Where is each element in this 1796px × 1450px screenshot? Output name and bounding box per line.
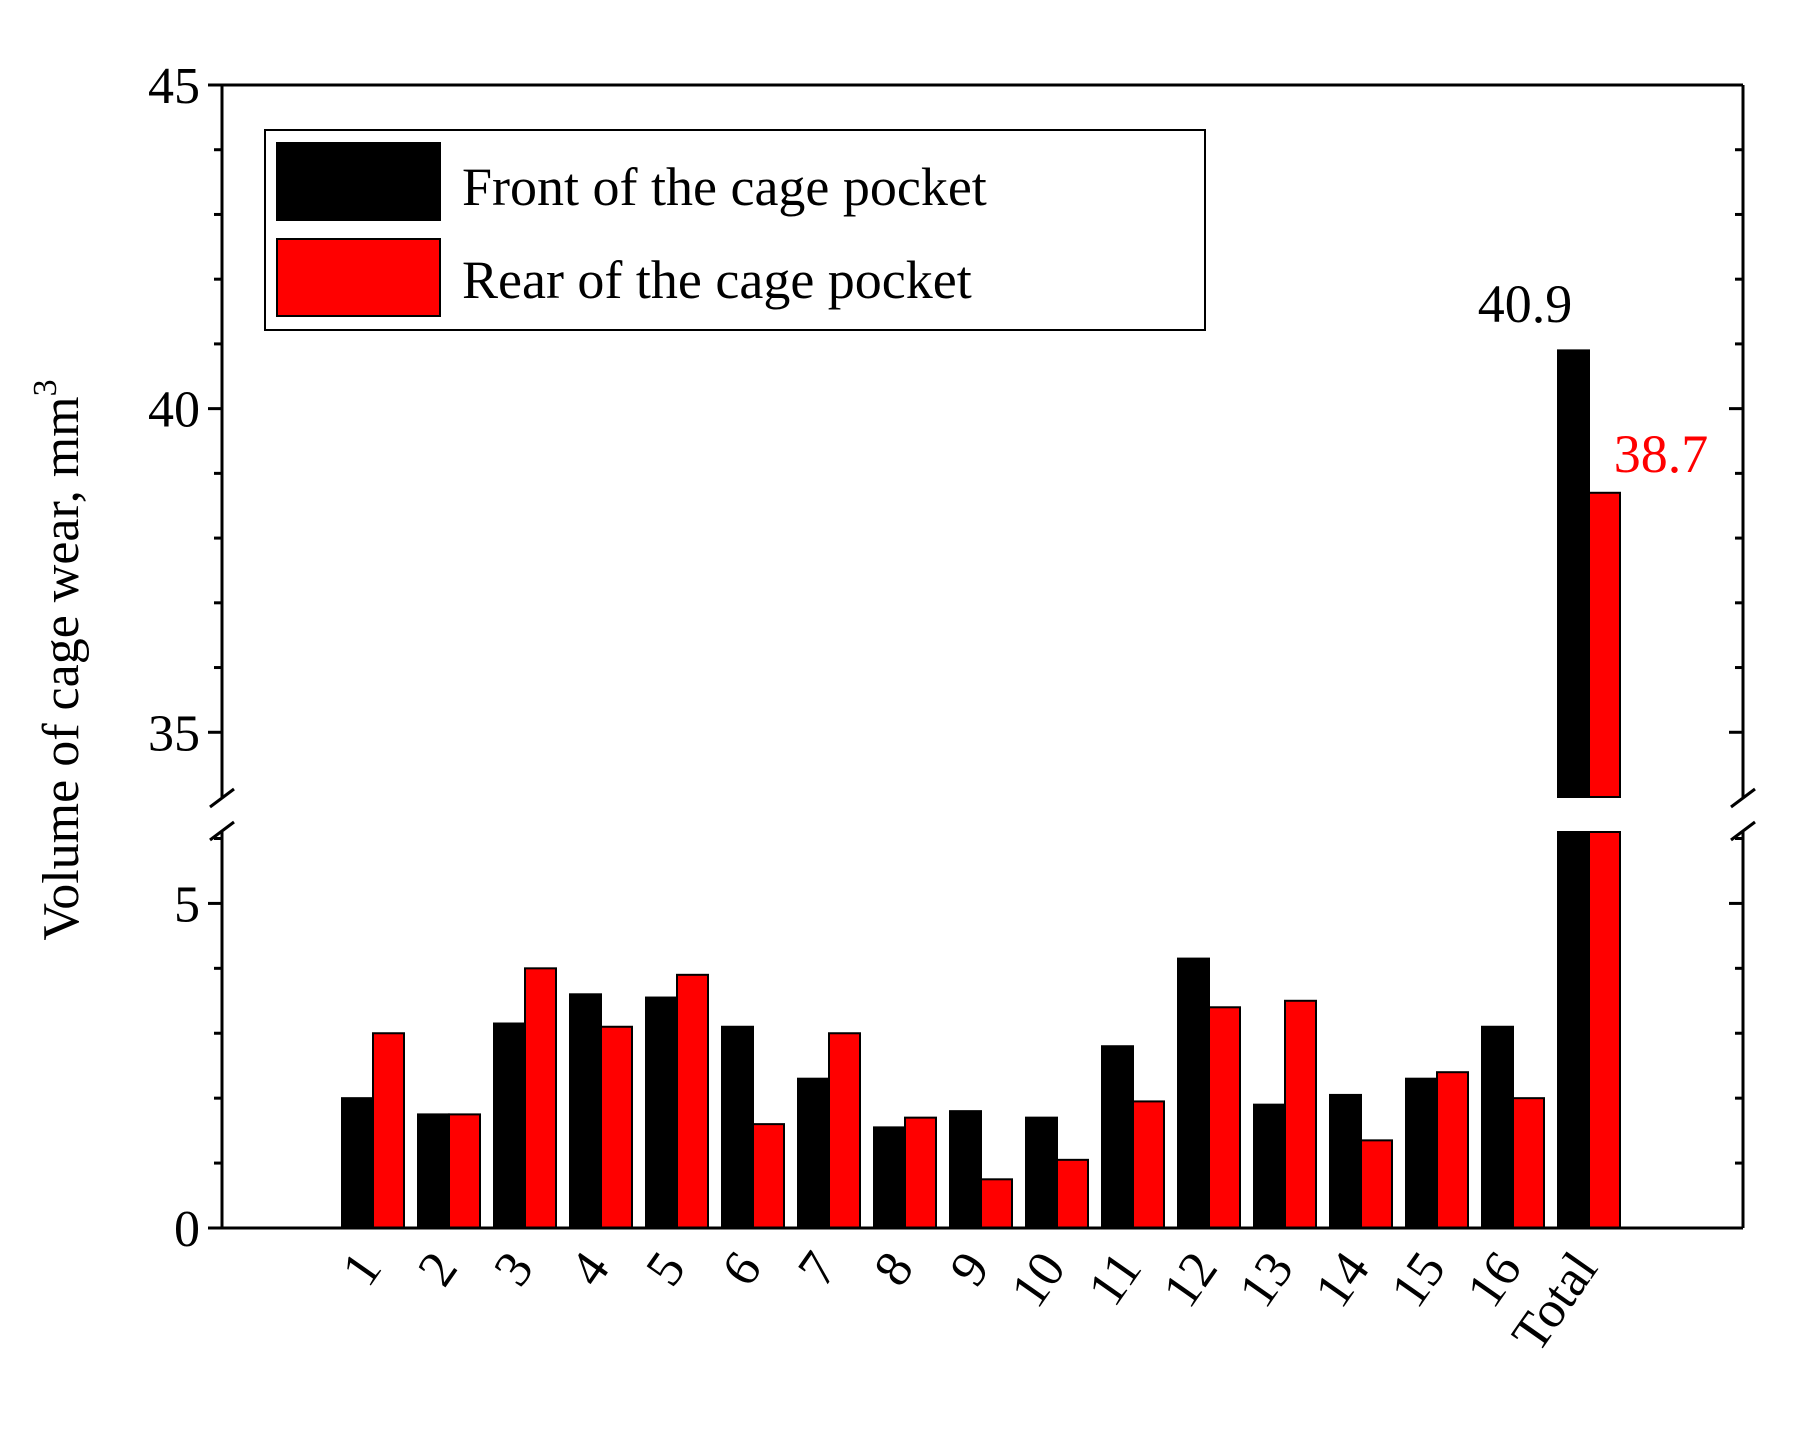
bar-rear-6 xyxy=(752,1123,785,1229)
annotation-rear-total: 38.7 xyxy=(1614,424,1709,484)
legend-label-front: Front of the cage pocket xyxy=(462,157,987,217)
x-tick-label-15: 15 xyxy=(1380,1242,1457,1317)
bar-front-5 xyxy=(645,996,678,1229)
annotation-front-total: 40.9 xyxy=(1478,274,1573,334)
x-tick-label-6: 6 xyxy=(711,1242,773,1296)
bar-rear-8 xyxy=(904,1116,937,1230)
y-axis-label: Volume of cage wear, mm3 xyxy=(27,379,90,940)
x-tick-label-12: 12 xyxy=(1152,1242,1229,1317)
x-tick-label-3: 3 xyxy=(483,1242,545,1296)
bar-front-11 xyxy=(1101,1045,1134,1229)
x-tick-label-total: Total xyxy=(1501,1242,1609,1362)
bar-rear-3 xyxy=(524,967,557,1229)
bar-front-3 xyxy=(493,1022,526,1229)
bar-front-8 xyxy=(873,1126,906,1230)
bar-rear-15 xyxy=(1436,1071,1469,1230)
y-axis-label-superscript: 3 xyxy=(27,379,64,396)
bar-rear-9 xyxy=(980,1178,1013,1230)
x-tick-label-10: 10 xyxy=(1000,1242,1077,1317)
axis-break-gap xyxy=(1554,803,1624,826)
break-mark-right-upper xyxy=(1730,787,1756,809)
x-tick-label-11: 11 xyxy=(1077,1242,1152,1316)
x-tick-label-2: 2 xyxy=(407,1242,469,1296)
bar-rear-4 xyxy=(600,1025,633,1230)
x-tick-label-8: 8 xyxy=(863,1242,925,1296)
bar-rear-12 xyxy=(1208,1006,1241,1229)
bar-front-13 xyxy=(1253,1103,1286,1230)
bar-rear-total-upper xyxy=(1588,491,1621,798)
bar-front-10 xyxy=(1025,1116,1058,1230)
bar-front-total-lower xyxy=(1557,831,1590,1229)
bar-front-15 xyxy=(1405,1077,1438,1229)
bar-rear-10 xyxy=(1056,1158,1089,1229)
bar-front-1 xyxy=(341,1097,374,1229)
legend-swatch-rear xyxy=(276,238,441,317)
bar-front-9 xyxy=(949,1110,982,1230)
bar-rear-16 xyxy=(1512,1097,1545,1229)
bar-front-2 xyxy=(417,1113,450,1229)
y-tick-label-35: 35 xyxy=(148,705,200,762)
bar-rear-11 xyxy=(1132,1100,1165,1229)
y-tick-label-0: 0 xyxy=(174,1201,200,1258)
x-tick-label-9: 9 xyxy=(939,1242,1001,1296)
bar-rear-7 xyxy=(828,1032,861,1229)
y-tick-label-45: 45 xyxy=(148,58,200,115)
bar-rear-13 xyxy=(1284,999,1317,1229)
bar-front-6 xyxy=(721,1025,754,1230)
break-mark-left-upper xyxy=(209,787,235,809)
bar-rear-total-lower xyxy=(1588,831,1621,1229)
bar-front-4 xyxy=(569,993,602,1230)
y-axis-label-text: Volume of cage wear, mm xyxy=(33,396,90,940)
legend: Front of the cage pocket Rear of the cag… xyxy=(264,129,1206,331)
x-tick-label-14: 14 xyxy=(1304,1242,1381,1317)
x-tick-label-4: 4 xyxy=(559,1242,621,1296)
bar-rear-14 xyxy=(1360,1139,1393,1229)
bar-rear-2 xyxy=(448,1113,481,1229)
y-tick-label-40: 40 xyxy=(148,382,200,439)
x-tick-label-13: 13 xyxy=(1228,1242,1305,1317)
x-tick-label-7: 7 xyxy=(787,1242,849,1296)
bar-front-7 xyxy=(797,1077,830,1229)
legend-label-rear: Rear of the cage pocket xyxy=(462,250,972,310)
bar-front-16 xyxy=(1481,1025,1514,1230)
legend-swatch-front xyxy=(276,142,441,221)
bar-rear-5 xyxy=(676,973,709,1230)
bar-front-12 xyxy=(1177,957,1210,1229)
x-tick-label-5: 5 xyxy=(635,1242,697,1296)
y-tick-label-5: 5 xyxy=(174,876,200,933)
x-tick-label-1: 1 xyxy=(331,1242,393,1296)
bar-front-total-upper xyxy=(1557,349,1590,798)
bar-front-14 xyxy=(1329,1093,1362,1230)
bar-rear-1 xyxy=(372,1032,405,1229)
